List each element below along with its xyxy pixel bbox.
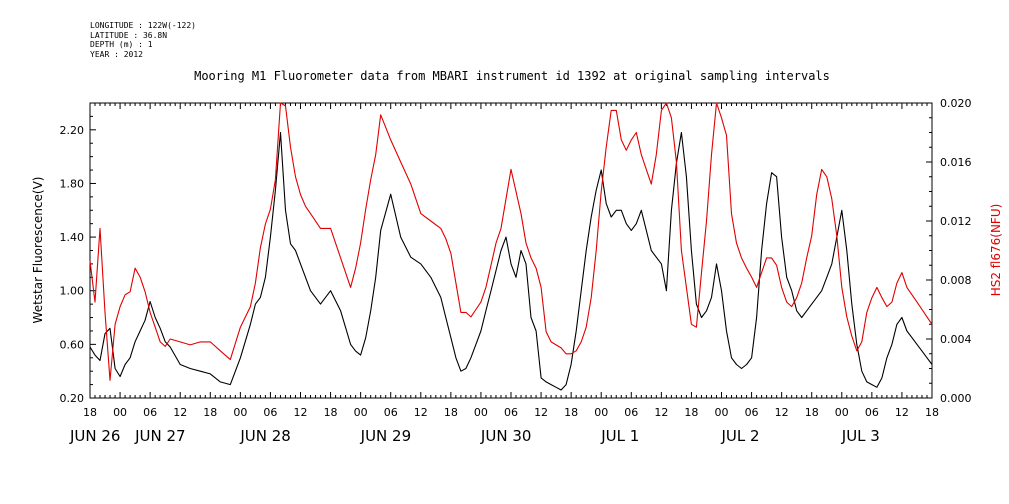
depth-label: DEPTH (m) : 1	[90, 40, 153, 49]
series-line-wetstar	[89, 131, 933, 391]
latitude-label: LATITUDE : 36.8N	[90, 30, 168, 40]
hour-tick-label: 18	[805, 406, 819, 419]
hour-tick-label: 06	[745, 406, 759, 419]
hour-tick-label: 18	[203, 406, 217, 419]
hour-tick-label: 00	[354, 406, 368, 419]
right-tick-label: 0.000	[940, 392, 972, 405]
hour-tick-label: 12	[534, 406, 548, 419]
left-tick-label: 0.60	[60, 338, 85, 351]
date-label: JUN 26	[69, 427, 120, 445]
hour-tick-label: 18	[684, 406, 698, 419]
hour-tick-label: 00	[594, 406, 608, 419]
date-label: JUN 30	[480, 427, 531, 445]
hour-tick-label: 18	[564, 406, 578, 419]
right-tick-label: 0.016	[940, 156, 972, 169]
time-axis: 18 00 06 12 18 00 06 12 18 00 06 12 18 00 06 12 18 00 06 12…	[69, 103, 939, 445]
hour-tick-label: 00	[113, 406, 127, 419]
year-label: YEAR : 2012	[90, 49, 143, 59]
hour-tick-label: 18	[925, 406, 939, 419]
right-tick-label: 0.012	[940, 215, 972, 228]
right-tick-label: 0.008	[940, 274, 972, 287]
hour-tick-label: 12	[775, 406, 789, 419]
date-label: JUL 3	[841, 427, 880, 445]
series-group	[89, 102, 933, 391]
hour-tick-label: 06	[504, 406, 518, 419]
hour-tick-label: 00	[835, 406, 849, 419]
left-tick-label: 2.20	[60, 124, 85, 137]
hour-tick-label: 06	[384, 406, 398, 419]
hour-tick-label: 06	[865, 406, 879, 419]
date-label: JUN 28	[239, 427, 290, 445]
hour-tick-label: 18	[324, 406, 338, 419]
hour-tick-label: 12	[895, 406, 909, 419]
left-axis-label: Wetstar Fluorescence(V)	[31, 177, 45, 324]
right-axis: 0.000 0.004 0.008 0.012 0.016 0.020	[926, 97, 972, 405]
left-tick-label: 1.40	[60, 231, 85, 244]
hour-tick-label: 00	[474, 406, 488, 419]
hour-tick-label: 12	[173, 406, 187, 419]
left-tick-label: 1.00	[60, 285, 85, 298]
hour-tick-label: 00	[715, 406, 729, 419]
left-tick-label: 0.20	[60, 392, 85, 405]
hour-tick-label: 06	[624, 406, 638, 419]
date-label: JUN 27	[134, 427, 185, 445]
date-label: JUL 1	[600, 427, 639, 445]
hour-tick-label: 06	[143, 406, 157, 419]
series-line-hs2	[89, 102, 933, 381]
hour-tick-label: 18	[83, 406, 97, 419]
longitude-label: LONGITUDE : 122W(-122)	[90, 21, 196, 30]
hour-tick-label: 12	[414, 406, 428, 419]
left-axis: 0.20 0.60 1.00 1.40 1.80 2.20	[60, 115, 96, 405]
metadata-block: LONGITUDE : 122W(-122) LATITUDE : 36.8N …	[90, 21, 196, 59]
date-label: JUN 29	[360, 427, 411, 445]
hour-tick-label: 12	[654, 406, 668, 419]
plot-frame	[89, 102, 933, 399]
right-tick-label: 0.020	[940, 97, 972, 110]
hour-tick-label: 12	[294, 406, 308, 419]
hour-tick-label: 18	[444, 406, 458, 419]
hour-tick-label: 06	[263, 406, 277, 419]
date-label: JUL 2	[721, 427, 760, 445]
hour-tick-label: 00	[233, 406, 247, 419]
chart-title: Mooring M1 Fluorometer data from MBARI i…	[194, 69, 830, 83]
right-tick-label: 0.004	[940, 333, 972, 346]
right-axis-label: HS2 fl676(NFU)	[989, 204, 1003, 297]
left-tick-label: 1.80	[60, 177, 85, 190]
